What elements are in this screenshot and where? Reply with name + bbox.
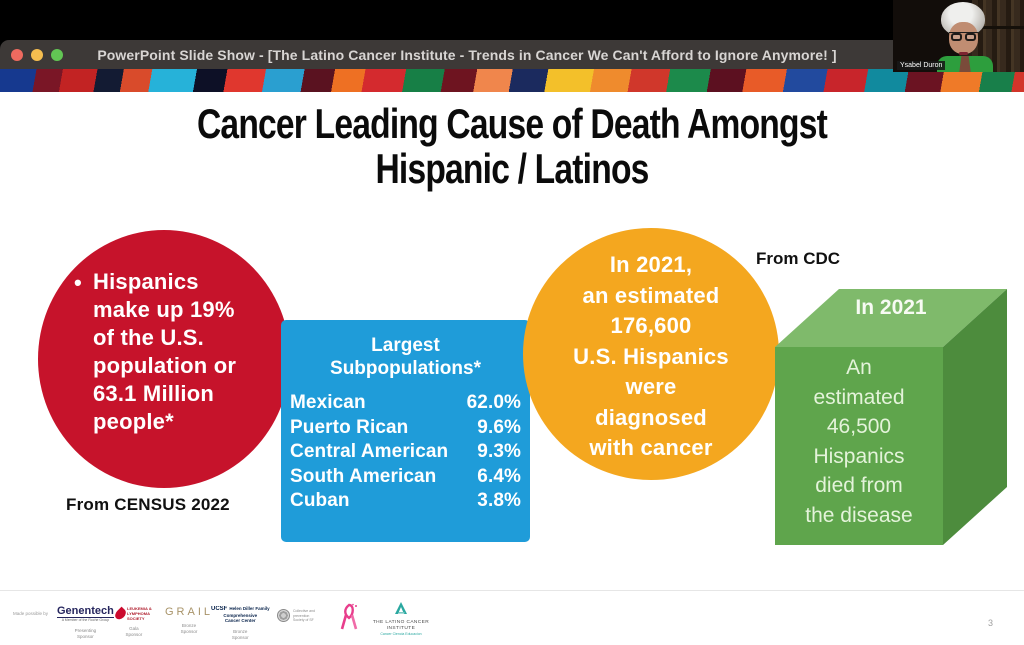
participant-name-label: Ysabel Duron [897, 61, 946, 70]
population-line: of the U.S. [93, 325, 204, 350]
subpopulation-row: Mexican 62.0% [290, 392, 521, 413]
sponsor-tlci: THE LATINO CANCER INSTITUTE Cancer Cienc… [360, 602, 442, 637]
cube-side-face [943, 289, 1007, 545]
diagnosed-line: with cancer [589, 435, 713, 460]
participant-jacket [937, 56, 993, 72]
subpopulation-row: South American 6.4% [290, 465, 521, 487]
government-seal-icon [277, 609, 290, 623]
lls-logo-text: LEUKEMIA & LYMPHOMA SOCIETY [127, 606, 152, 621]
cube-front-face [775, 347, 943, 545]
diagnosed-line: 176,600 [610, 313, 692, 338]
deaths-stat-cube [775, 289, 1007, 545]
sponsor-grail: GRAIL Bronze Sponsor [165, 606, 214, 634]
window-title: PowerPoint Slide Show - [The Latino Canc… [97, 46, 837, 63]
cube-top-face [775, 289, 1007, 347]
footer-divider [0, 590, 1024, 591]
deaths-stat-text: An estimated 46,500 Hispanics died from … [805, 356, 913, 527]
census-source-label: From CENSUS 2022 [66, 495, 230, 514]
made-possible-by-label: Made possible by [13, 611, 49, 616]
bookshelf-shelf [972, 26, 1024, 29]
subpopulations-box: Largest Subpopulations* Mexican 62.0% Pu… [281, 320, 530, 542]
tlci-triangle-icon [395, 602, 407, 614]
sponsor-genentech: Genentech A Member of the Roche Group Pr… [57, 605, 114, 639]
population-stat-circle: • Hispanics make up 19% of the U.S. popu… [38, 230, 290, 488]
pink-ribbon-icon [340, 603, 358, 630]
population-line: people* [93, 409, 174, 434]
fullscreen-button[interactable] [51, 48, 63, 61]
population-line: population or [93, 353, 237, 378]
slide-page-number: 3 [988, 618, 994, 628]
slide-title-line1: Cancer Leading Cause of Death Amongst [196, 100, 828, 147]
population-line: 63.1 Million [93, 381, 214, 406]
tlci-logo-text: THE LATINO CANCER INSTITUTE [372, 620, 430, 631]
sponsor-footer: Made possible by Genentech A Member of t… [0, 600, 1024, 645]
blood-drop-icon [113, 606, 128, 622]
cdc-source-label: From CDC [756, 249, 841, 268]
powerpoint-slide[interactable]: Cancer Leading Cause of Death Amongst Hi… [0, 69, 1024, 645]
population-line: Hispanics [93, 269, 199, 294]
slide-title-line2: Hispanic / Latinos [375, 145, 649, 192]
subpopulation-row: Central American 9.3% [290, 441, 521, 462]
close-button[interactable] [11, 48, 23, 61]
diagnosed-line: were [625, 374, 677, 399]
subpopulation-row: Cuban 3.8% [290, 490, 521, 511]
seal-text: Collective and prevention Society of SF [293, 609, 315, 622]
sponsor-seal: Collective and prevention Society of SF [277, 609, 315, 623]
diagnosed-line: an estimated [582, 282, 720, 308]
participant-video-tile[interactable]: Ysabel Duron [893, 0, 1024, 72]
diagnosed-line: diagnosed [595, 404, 707, 430]
diagnosed-line: U.S. Hispanics [573, 343, 729, 369]
population-stat-text: Hispanics make up 19% of the U.S. popula… [93, 268, 236, 436]
population-line: make up 19% [93, 297, 235, 322]
diagnosed-line: In 2021, [609, 252, 693, 277]
sponsor-lls: LEUKEMIA & LYMPHOMA SOCIETY Gala Sponsor [113, 606, 152, 638]
participant-lips [959, 52, 968, 55]
subpopulations-heading: Largest Subpopulations* [330, 335, 481, 379]
slide-title: Cancer Leading Cause of Death Amongst Hi… [102, 101, 921, 191]
sponsor-ucsf: UCSF Helen Diller Family Comprehensive Ca… [211, 606, 270, 640]
bullet-glyph: • [74, 270, 82, 295]
ucsf-logo: UCSF [211, 606, 228, 612]
traffic-lights [11, 40, 63, 69]
deaths-year-label: In 2021 [855, 296, 927, 319]
diagnosed-stat-circle: In 2021, an estimated 176,600 U.S. Hispa… [523, 228, 779, 480]
participant-glasses [949, 32, 978, 41]
grail-logo: GRAIL [165, 606, 214, 618]
genentech-logo: Genentech [57, 605, 114, 618]
subpopulation-row: Puerto Rican 9.6% [290, 416, 521, 438]
slide-top-banner-image [0, 69, 1024, 92]
minimize-button[interactable] [31, 48, 43, 61]
window-titlebar[interactable]: PowerPoint Slide Show - [The Latino Canc… [0, 40, 1024, 69]
